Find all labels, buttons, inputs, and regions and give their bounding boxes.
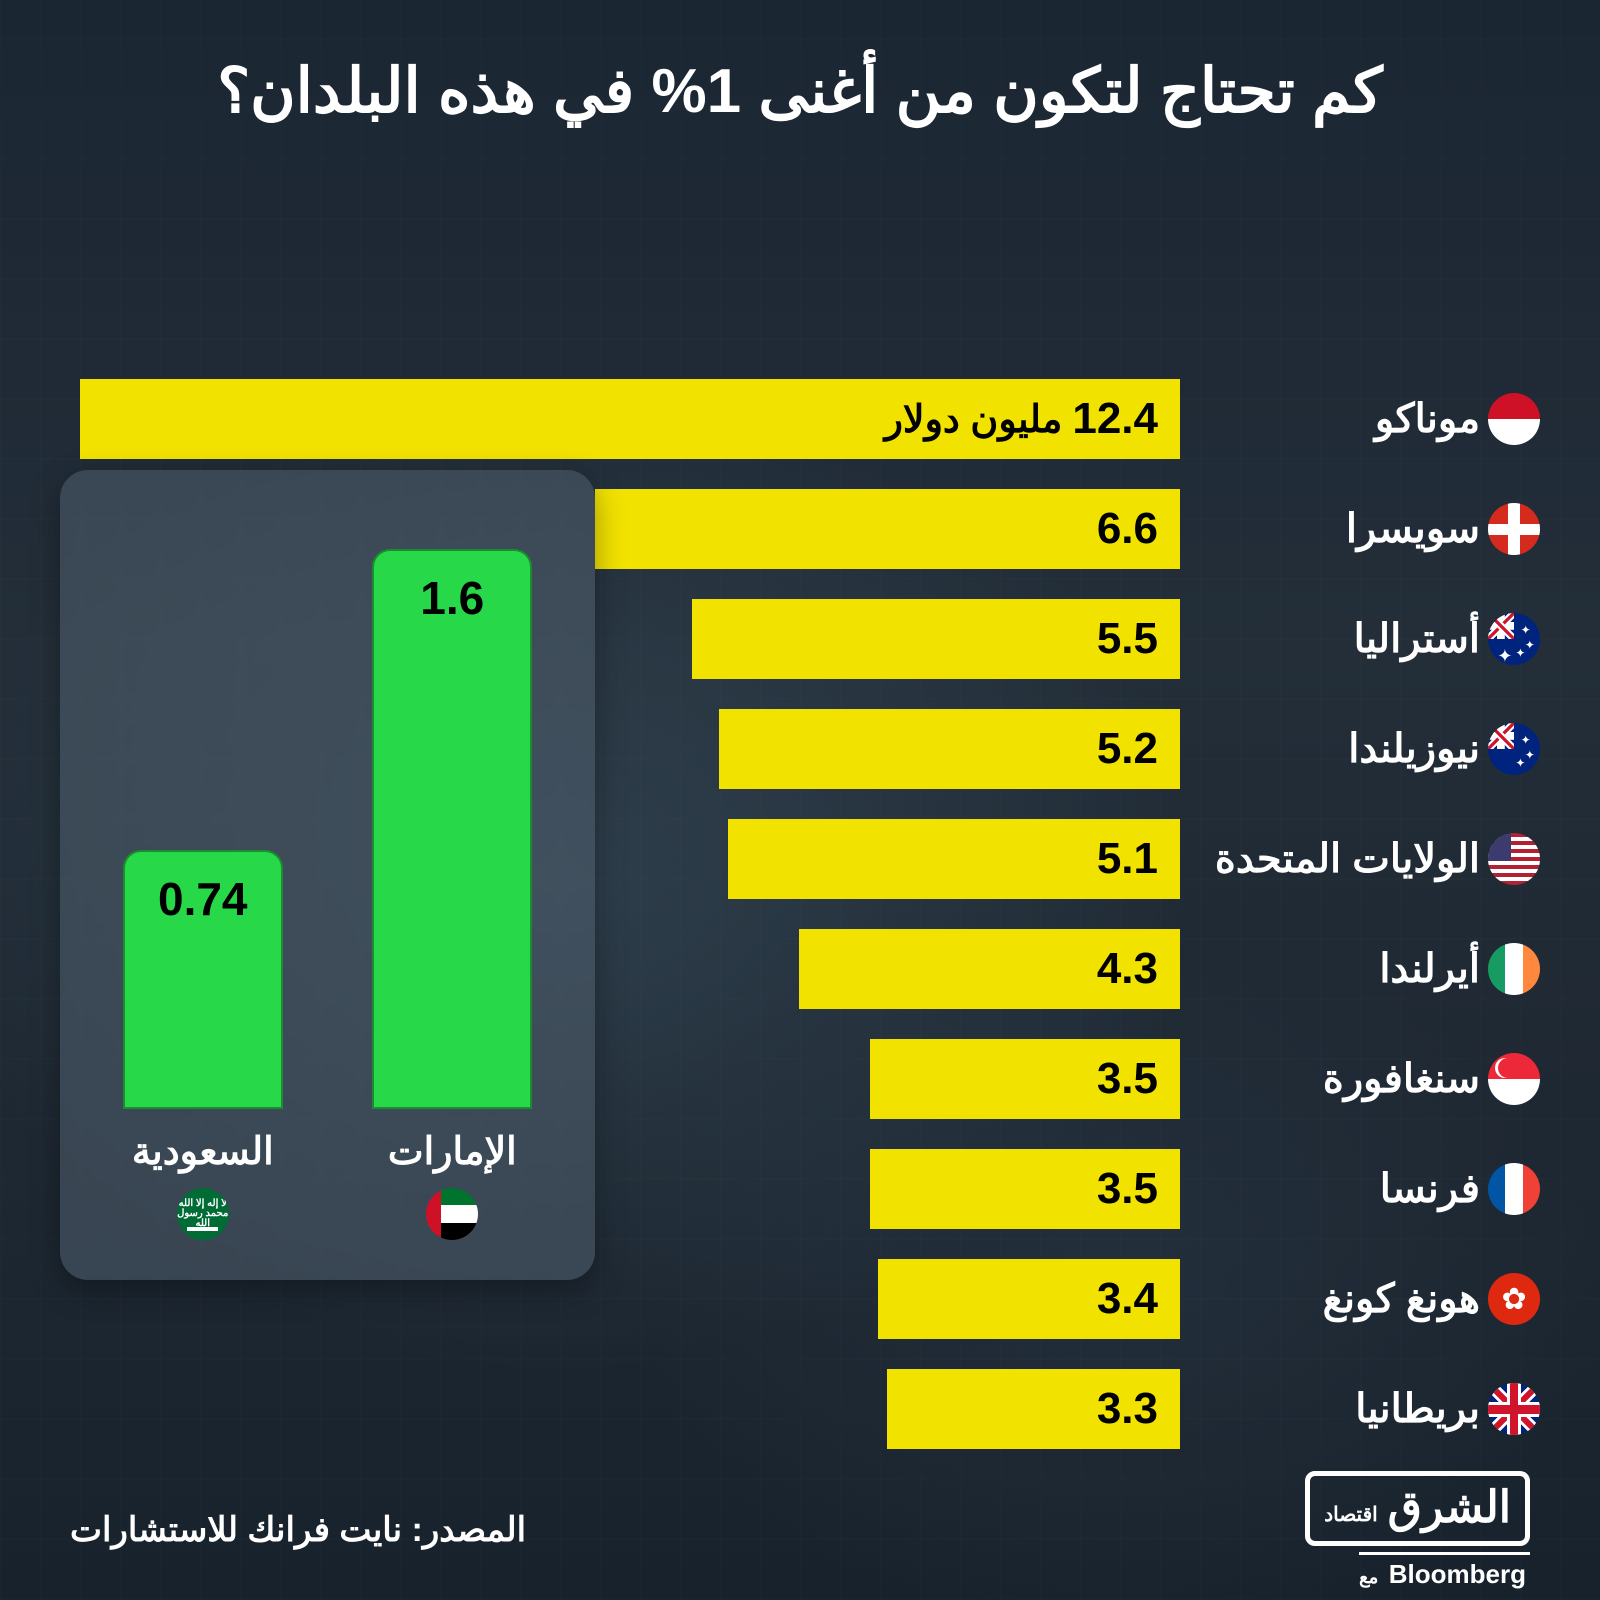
h-bar: 3.5 — [870, 1039, 1180, 1119]
footer: الشرق اقتصاد Bloomberg مع المصدر: نايت ف… — [0, 1460, 1600, 1600]
h-bar: 5.1 — [728, 819, 1180, 899]
source-attribution: المصدر: نايت فرانك للاستشارات — [70, 1510, 526, 1550]
monaco-flag-icon — [1488, 393, 1540, 445]
switzerland-flag-icon — [1488, 503, 1540, 555]
bar-value: 3.5 — [1097, 1054, 1158, 1104]
brand-with: مع — [1359, 1567, 1384, 1587]
bar-row: بريطانيا 3.3 — [887, 1369, 1540, 1449]
inset-column: 1.6 الإمارات — [358, 549, 548, 1240]
infographic-canvas: كم تحتاج لتكون من أغنى 1% في هذه البلدان… — [0, 0, 1600, 1600]
bar-value: 5.2 — [1097, 724, 1158, 774]
v-bar: 1.6 — [372, 549, 532, 1109]
country-label: سنغافورة — [1180, 1056, 1480, 1102]
bar-row: ✦✦✦نيوزيلندا 5.2 — [719, 709, 1540, 789]
inset-country-label: الإمارات — [388, 1129, 517, 1174]
bar-row: الولايات المتحدة 5.1 — [728, 819, 1540, 899]
brand-bloomberg: Bloomberg — [1389, 1559, 1526, 1590]
bar-value: 3.5 — [1097, 1164, 1158, 1214]
newzealand-flag-icon: ✦✦✦ — [1488, 723, 1540, 775]
country-label: سويسرا — [1180, 506, 1480, 552]
h-bar: 6.6 — [595, 489, 1180, 569]
h-bar: 5.2 — [719, 709, 1180, 789]
singapore-flag-icon — [1488, 1053, 1540, 1105]
page-title: كم تحتاج لتكون من أغنى 1% في هذه البلدان… — [0, 0, 1600, 179]
bar-value: 4.3 — [1097, 944, 1158, 994]
uk-flag-icon — [1488, 1383, 1540, 1435]
bar-row: ✦✦✦✦أستراليا 5.5 — [692, 599, 1540, 679]
country-label: أيرلندا — [1180, 946, 1480, 992]
country-label: الولايات المتحدة — [1180, 836, 1480, 882]
v-bar-value: 1.6 — [420, 571, 484, 625]
brand-ar: الشرق — [1388, 1482, 1511, 1533]
inset-column: 0.74 السعودية لا إله إلا اللهمحمد رسول الل… — [108, 850, 298, 1240]
bar-unit-label: مليون دولار — [885, 397, 1073, 442]
usa-flag-icon — [1488, 833, 1540, 885]
bar-value: 5.1 — [1097, 834, 1158, 884]
bar-row: موناكو12.4مليون دولار — [80, 379, 1540, 459]
bar-row: سنغافورة 3.5 — [870, 1039, 1540, 1119]
bar-row: أيرلندا 4.3 — [799, 929, 1540, 1009]
h-bar: 5.5 — [692, 599, 1180, 679]
country-label: موناكو — [1180, 396, 1480, 442]
ireland-flag-icon — [1488, 943, 1540, 995]
country-label: أستراليا — [1180, 616, 1480, 662]
ksa-flag-icon: لا إله إلا اللهمحمد رسول الله — [177, 1188, 229, 1240]
h-bar: 12.4مليون دولار — [80, 379, 1180, 459]
australia-flag-icon: ✦✦✦✦ — [1488, 613, 1540, 665]
h-bar: 3.3 — [887, 1369, 1180, 1449]
brand-logo-bottom: Bloomberg مع — [1359, 1552, 1530, 1590]
france-flag-icon — [1488, 1163, 1540, 1215]
bar-row: ✿هونغ كونغ 3.4 — [878, 1259, 1540, 1339]
country-label: بريطانيا — [1180, 1386, 1480, 1432]
v-bar: 0.74 — [123, 850, 283, 1109]
v-bar-value: 0.74 — [158, 872, 248, 926]
country-label: هونغ كونغ — [1180, 1276, 1480, 1322]
bar-value: 5.5 — [1097, 614, 1158, 664]
country-label: نيوزيلندا — [1180, 726, 1480, 772]
h-bar: 3.4 — [878, 1259, 1180, 1339]
uae-flag-icon — [426, 1188, 478, 1240]
brand-logo: الشرق اقتصاد Bloomberg مع — [1305, 1471, 1530, 1590]
brand-logo-top: الشرق اقتصاد — [1305, 1471, 1530, 1546]
bar-value: 12.4 — [1072, 394, 1158, 444]
hongkong-flag-icon: ✿ — [1488, 1273, 1540, 1325]
inset-comparison-card: 1.6 الإمارات 0.74 السعودية لا إله إلا اللهمح… — [60, 470, 595, 1280]
bar-value: 3.4 — [1097, 1274, 1158, 1324]
h-bar: 4.3 — [799, 929, 1180, 1009]
bar-value: 3.3 — [1097, 1384, 1158, 1434]
bar-row: فرنسا 3.5 — [870, 1149, 1540, 1229]
h-bar: 3.5 — [870, 1149, 1180, 1229]
inset-country-label: السعودية — [132, 1129, 274, 1174]
bar-row: سويسرا 6.6 — [595, 489, 1540, 569]
country-label: فرنسا — [1180, 1166, 1480, 1212]
bar-value: 6.6 — [1097, 504, 1158, 554]
brand-sub: اقتصاد — [1324, 1502, 1378, 1533]
